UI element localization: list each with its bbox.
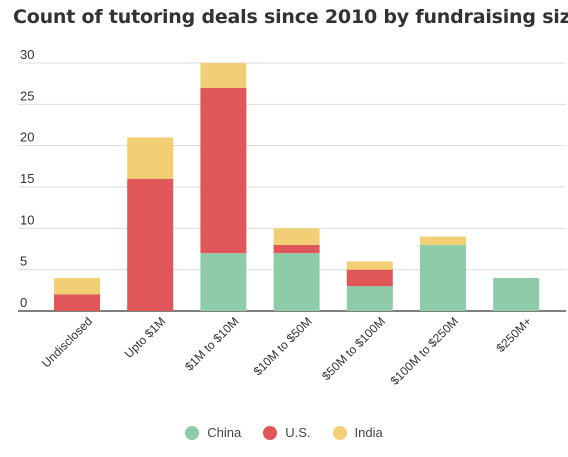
legend-label-china: China [207,425,242,440]
y-axis-ticks: 0 5 10 15 20 25 30 [20,47,34,310]
y-tick-label: 20 [20,130,34,145]
x-tick-label: $1M to $10M [182,314,241,373]
y-tick-label: 10 [20,212,34,227]
legend-item-us: U.S. [263,425,311,440]
legend-swatch-us [263,425,278,440]
bar-us-1 [127,178,174,311]
bar-china-5 [420,244,466,311]
x-tick-label: Undisclosed [39,314,95,370]
bar-india-4 [346,261,393,270]
legend: China U.S. India [0,425,568,440]
x-tick-label: $50M to $100M [319,314,388,383]
bar-china-6 [493,277,540,311]
bar-us-2 [200,87,247,254]
legend-item-china: China [185,425,241,440]
y-tick-label: 5 [20,254,27,269]
y-tick-label: 30 [20,47,34,62]
x-tick-label: $250M+ [494,314,535,355]
legend-swatch-china [185,425,200,440]
bar-india-3 [273,228,320,245]
bars [54,63,540,311]
y-tick-label: 0 [20,295,27,310]
legend-swatch-india [332,425,347,440]
legend-label-us: U.S. [285,425,311,440]
chart-title: Count of tutoring deals since 2010 by fu… [13,6,568,28]
bar-india-1 [127,137,174,179]
stacked-bar-chart: 0 5 10 15 20 25 30 Undisclosed Upto $1M $1M to $… [18,47,566,388]
legend-item-india: India [332,425,383,440]
x-tick-label: Upto $1M [122,314,169,361]
y-tick-label: 25 [20,88,34,103]
y-tick-label: 15 [20,171,34,186]
bar-china-2 [200,253,247,311]
x-axis-ticks: Undisclosed Upto $1M $1M to $10M $10M to $5… [39,314,534,388]
bar-india-0 [54,277,100,295]
bar-india-5 [420,236,466,245]
bar-us-0 [54,294,100,311]
bar-us-4 [346,269,393,287]
bar-china-3 [273,253,320,311]
x-tick-label: $100M to $250M [388,314,462,388]
legend-label-india: India [354,425,383,440]
bar-india-2 [200,63,247,88]
bar-china-4 [346,286,393,311]
x-tick-label: $10M to $50M [251,314,315,378]
bar-us-3 [273,244,320,254]
